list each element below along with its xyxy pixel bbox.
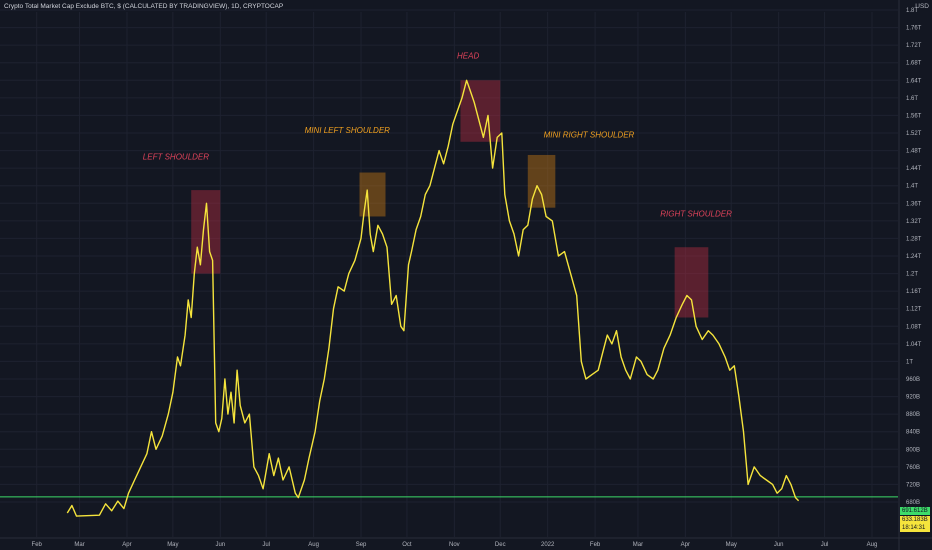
y-tick-label: 1.52T bbox=[906, 131, 922, 137]
y-tick-label: 920B bbox=[906, 395, 920, 401]
x-tick-label: Mar bbox=[74, 542, 84, 548]
pattern-boxes bbox=[191, 80, 709, 318]
annotation-label: HEAD bbox=[457, 51, 479, 60]
head-box bbox=[460, 80, 501, 142]
chart-title: Crypto Total Market Cap Exclude BTC, $ (… bbox=[4, 3, 284, 10]
y-tick-label: 800B bbox=[906, 447, 920, 453]
y-tick-label: 1.44T bbox=[906, 166, 922, 172]
y-tick-label: 1.72T bbox=[906, 43, 922, 49]
y-tick-label: 1.04T bbox=[906, 342, 922, 348]
x-tick-label: Jul bbox=[262, 542, 270, 548]
y-tick-label: 1.68T bbox=[906, 61, 922, 67]
annotation-label: MINI LEFT SHOULDER bbox=[305, 126, 391, 135]
x-axis[interactable]: Feb Mar Apr May Jun Jul Aug Sep Oct Nov Dec 2022 Feb… bbox=[32, 542, 878, 548]
right-shoulder-box bbox=[674, 247, 709, 318]
x-tick-label: Feb bbox=[32, 542, 43, 548]
y-tick-label: 1.48T bbox=[906, 149, 922, 155]
countdown-badge: 18:14:31 bbox=[900, 524, 930, 532]
annotation-label: RIGHT SHOULDER bbox=[660, 209, 732, 218]
y-tick-label: 1.56T bbox=[906, 113, 922, 119]
x-tick-label: Jun bbox=[774, 542, 784, 548]
y-tick-label: 1.8T bbox=[906, 8, 918, 14]
last-price-badge: 633.183B bbox=[900, 516, 930, 524]
y-tick-label: 1.64T bbox=[906, 78, 922, 84]
y-tick-label: 960B bbox=[906, 377, 920, 383]
y-tick-label: 840B bbox=[906, 430, 920, 436]
y-tick-label: 1.36T bbox=[906, 201, 922, 207]
pattern-annotations: LEFT SHOULDER MINI LEFT SHOULDER HEAD MINI … bbox=[143, 51, 732, 218]
x-tick-label: Nov bbox=[449, 542, 460, 548]
currency-label: USD bbox=[915, 3, 929, 10]
y-tick-label: 1.2T bbox=[906, 272, 918, 278]
y-tick-label: 1.32T bbox=[906, 219, 922, 225]
x-tick-label: 2022 bbox=[541, 542, 555, 548]
y-tick-label: 1.6T bbox=[906, 96, 918, 102]
y-tick-label: 1.16T bbox=[906, 289, 922, 295]
level-price-badge: 691.612B bbox=[900, 507, 930, 515]
x-tick-label: Feb bbox=[590, 542, 601, 548]
y-tick-label: 880B bbox=[906, 412, 920, 418]
mini-left-shoulder-box bbox=[359, 172, 386, 217]
y-tick-label: 720B bbox=[906, 482, 920, 488]
x-tick-label: Apr bbox=[122, 542, 131, 548]
y-tick-label: 1.28T bbox=[906, 236, 922, 242]
y-tick-label: 1.24T bbox=[906, 254, 922, 260]
x-tick-label: May bbox=[726, 542, 737, 548]
x-tick-label: Sep bbox=[356, 542, 367, 548]
x-tick-label: Mar bbox=[633, 542, 643, 548]
y-tick-label: 760B bbox=[906, 465, 920, 471]
x-tick-label: Apr bbox=[681, 542, 690, 548]
annotation-label: MINI RIGHT SHOULDER bbox=[544, 130, 635, 139]
x-tick-label: Jun bbox=[215, 542, 225, 548]
x-tick-label: May bbox=[167, 542, 178, 548]
y-axis[interactable]: 1.8T 1.76T 1.72T 1.68T 1.64T 1.6T 1.56T 1.52T 1.… bbox=[906, 8, 922, 506]
y-tick-label: 1.12T bbox=[906, 307, 922, 313]
x-tick-label: Aug bbox=[308, 542, 319, 548]
annotation-label: LEFT SHOULDER bbox=[143, 152, 209, 161]
y-tick-label: 1.08T bbox=[906, 324, 922, 330]
x-tick-label: Jul bbox=[821, 542, 829, 548]
x-tick-label: Dec bbox=[495, 542, 506, 548]
x-tick-label: Oct bbox=[402, 542, 412, 548]
y-tick-label: 680B bbox=[906, 500, 920, 506]
y-tick-label: 1T bbox=[906, 359, 913, 365]
price-series-line[interactable] bbox=[66, 79, 800, 517]
x-tick-label: Aug bbox=[867, 542, 878, 548]
y-tick-label: 1.76T bbox=[906, 26, 922, 32]
y-tick-label: 1.4T bbox=[906, 184, 918, 190]
